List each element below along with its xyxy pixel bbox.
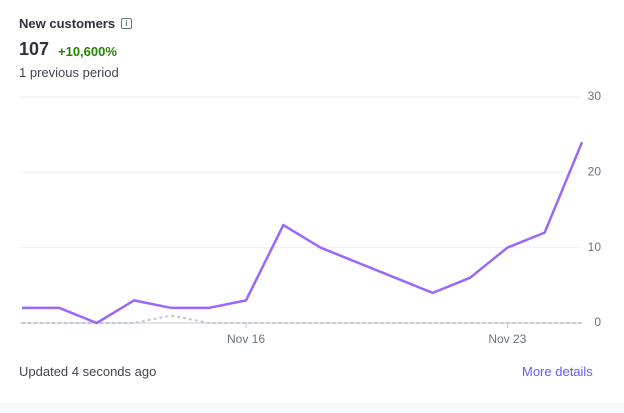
info-icon[interactable]: i bbox=[121, 18, 132, 29]
y-tick-label: 20 bbox=[588, 165, 602, 179]
series-line bbox=[22, 141, 584, 325]
series-line bbox=[22, 314, 582, 324]
x-tick-label: Nov 23 bbox=[488, 332, 526, 346]
widget-title: New customers bbox=[19, 16, 116, 31]
updated-label: Updated 4 seconds ago bbox=[19, 364, 157, 379]
comparison-label: 1 previous period bbox=[19, 65, 119, 80]
more-details-link[interactable]: More details bbox=[522, 364, 593, 379]
bottom-strip bbox=[0, 403, 624, 413]
metric-change: +10,600% bbox=[58, 44, 117, 59]
metric-value: 107 bbox=[19, 39, 50, 59]
y-tick-label: 0 bbox=[594, 315, 601, 329]
x-tick-label: Nov 16 bbox=[227, 332, 265, 346]
y-tick-label: 10 bbox=[588, 240, 602, 254]
y-tick-label: 30 bbox=[588, 89, 602, 103]
